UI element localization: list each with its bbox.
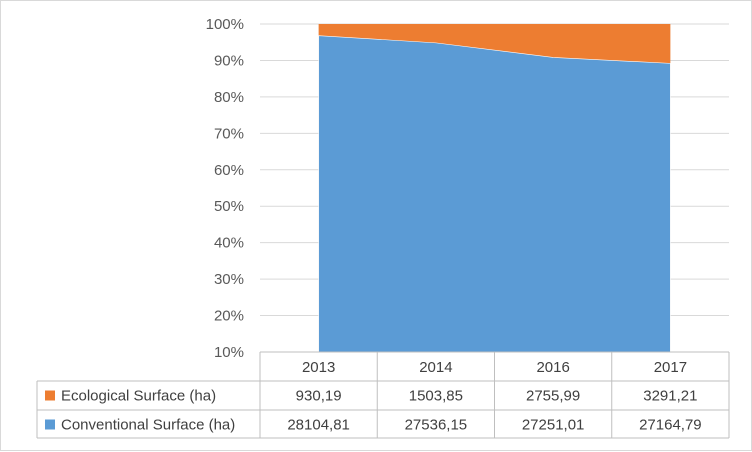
legend-swatch bbox=[45, 419, 55, 430]
y-tick-label: 50% bbox=[214, 198, 244, 215]
y-tick-label: 90% bbox=[214, 52, 244, 69]
table-value: 1503,85 bbox=[409, 388, 463, 405]
x-category-label: 2014 bbox=[419, 359, 452, 376]
x-category-label: 2016 bbox=[536, 359, 569, 376]
y-tick-label: 10% bbox=[214, 344, 244, 361]
table-value: 2755,99 bbox=[526, 388, 580, 405]
legend-swatch bbox=[45, 390, 55, 401]
table-value: 930,19 bbox=[296, 388, 342, 405]
y-tick-label: 60% bbox=[214, 162, 244, 179]
y-tick-label: 20% bbox=[214, 308, 244, 325]
y-tick-label: 100% bbox=[206, 16, 244, 33]
table-value: 27251,01 bbox=[522, 417, 585, 434]
table-value: 28104,81 bbox=[287, 417, 350, 434]
area-conventional-surface bbox=[318, 35, 671, 353]
legend-series-name: Ecological Surface (ha) bbox=[61, 388, 216, 405]
y-tick-label: 80% bbox=[214, 89, 244, 106]
y-tick-label: 30% bbox=[214, 271, 244, 288]
y-tick-label: 70% bbox=[214, 125, 244, 142]
table-value: 27164,79 bbox=[639, 417, 702, 434]
x-category-label: 2017 bbox=[654, 359, 687, 376]
y-tick-label: 40% bbox=[214, 235, 244, 252]
table-value: 27536,15 bbox=[405, 417, 468, 434]
x-category-label: 2013 bbox=[302, 359, 335, 376]
legend-series-name: Conventional Surface (ha) bbox=[61, 417, 235, 434]
table-value: 3291,21 bbox=[643, 388, 697, 405]
